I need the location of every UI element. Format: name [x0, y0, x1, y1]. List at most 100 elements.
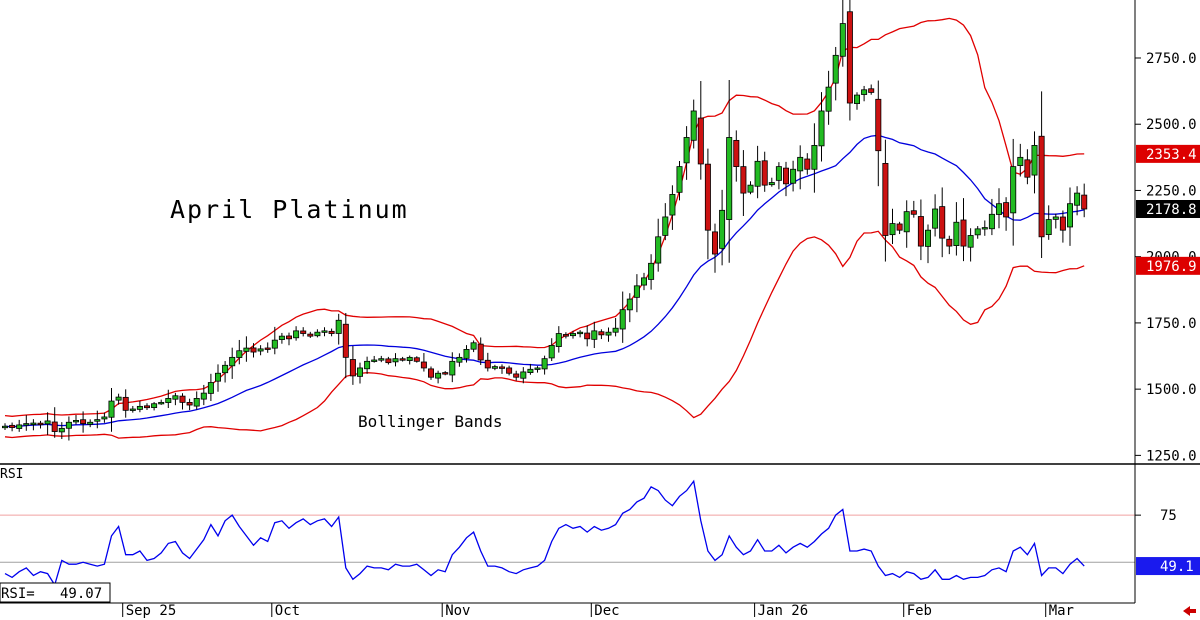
chart-title: April Platinum: [170, 195, 409, 224]
candle-body: [946, 238, 953, 247]
candle-body: [285, 335, 292, 340]
candle-body: [108, 400, 115, 418]
candle-body: [598, 331, 605, 336]
candle-body: [23, 423, 30, 426]
candle-body: [364, 360, 371, 370]
candle-body: [861, 89, 868, 95]
x-tick-label: Oct: [275, 603, 300, 619]
rsi-panel-label: RSI: [0, 467, 23, 482]
rsi-axis-ticks: 75 49.1: [1135, 508, 1200, 576]
candle-body: [87, 421, 94, 425]
candle-body: [264, 347, 271, 350]
candle-body: [797, 156, 804, 172]
candle-body: [1010, 166, 1017, 214]
candle-body: [1067, 203, 1074, 228]
candle-body: [953, 221, 960, 246]
candle-body: [243, 347, 250, 352]
candle-body: [321, 330, 328, 333]
candle-body: [740, 166, 747, 194]
candle-body: [44, 420, 51, 425]
candle-body: [229, 356, 236, 367]
candle-body: [754, 160, 761, 187]
candle-body: [335, 319, 342, 334]
candle-body: [768, 182, 775, 186]
candle-body: [58, 427, 65, 433]
candle-body: [37, 422, 44, 426]
candle-body: [548, 345, 555, 359]
candle-body: [775, 166, 782, 181]
candle-body: [30, 422, 37, 425]
candle-body: [811, 145, 818, 170]
candle-body: [406, 356, 413, 361]
candle-body: [470, 342, 477, 350]
candle-body: [967, 235, 974, 248]
candle-body: [804, 158, 811, 170]
candle-body: [825, 86, 832, 112]
candle-body: [534, 367, 541, 370]
candle-body: [1038, 135, 1045, 238]
candle-body: [584, 332, 591, 340]
candle-body: [101, 416, 108, 420]
candle-body: [790, 168, 797, 184]
candle-body: [996, 203, 1003, 215]
candle-body: [783, 167, 790, 185]
candle-body: [875, 98, 882, 152]
last-close-value: 2178.8: [1146, 202, 1197, 218]
scroll-arrow-icon[interactable]: [1183, 606, 1196, 616]
candle-body: [719, 209, 726, 249]
axes: [0, 0, 1200, 604]
candle-body: [839, 23, 846, 57]
candle-body: [733, 139, 740, 168]
candle-body: [1081, 194, 1088, 210]
candle-body: [669, 194, 676, 216]
candle-body: [278, 335, 285, 340]
price-tick-label: 2750.0: [1146, 51, 1197, 67]
candle-body: [2, 425, 8, 429]
x-axis-ticks: Sep 25 Oct Nov Dec Jan 26 Feb Mar: [122, 603, 1074, 619]
candle-body: [868, 88, 875, 93]
candle-body: [9, 424, 16, 428]
candle-body: [250, 347, 257, 353]
upper-band-line: [4, 17, 1085, 417]
candle-body: [648, 262, 655, 280]
candle-body: [903, 211, 910, 233]
upper-band-value-box: [1136, 144, 1200, 163]
candle-body: [570, 333, 577, 337]
last-close-value-box: [1136, 199, 1200, 218]
candle-body: [683, 137, 690, 164]
rsi-line: [4, 479, 1085, 587]
candle-body: [420, 361, 427, 369]
candle-body: [925, 229, 932, 247]
price-tick-label: 1250.0: [1146, 448, 1197, 464]
candle-body: [207, 382, 214, 394]
x-tick-label: Feb: [907, 603, 932, 619]
rsi-reference-lines: [0, 514, 1135, 563]
candle-body: [896, 223, 903, 231]
candle-body: [513, 373, 520, 378]
candle-body: [527, 368, 534, 373]
x-tick-label: Nov: [445, 603, 470, 619]
candle-body: [300, 330, 307, 334]
upper-band-value: 2353.4: [1146, 147, 1197, 163]
candle-body: [655, 236, 662, 264]
candle-body: [910, 210, 917, 215]
candle-body: [385, 358, 392, 364]
candle-body: [427, 368, 434, 378]
candle-body: [562, 334, 569, 337]
candle-body: [136, 405, 143, 410]
candle-body: [186, 402, 193, 406]
x-tick-label: Dec: [594, 603, 619, 619]
candle-body: [73, 420, 80, 423]
candle-body: [932, 208, 939, 229]
candle-body: [818, 110, 825, 147]
candle-body: [555, 333, 562, 347]
candle-body: [662, 216, 669, 236]
candle-body: [214, 372, 221, 382]
candle-body: [80, 419, 87, 424]
candle-body: [349, 359, 356, 377]
candle-body: [413, 357, 420, 362]
candle-body: [491, 366, 498, 369]
candle-body: [846, 11, 853, 104]
candle-body: [356, 367, 363, 377]
